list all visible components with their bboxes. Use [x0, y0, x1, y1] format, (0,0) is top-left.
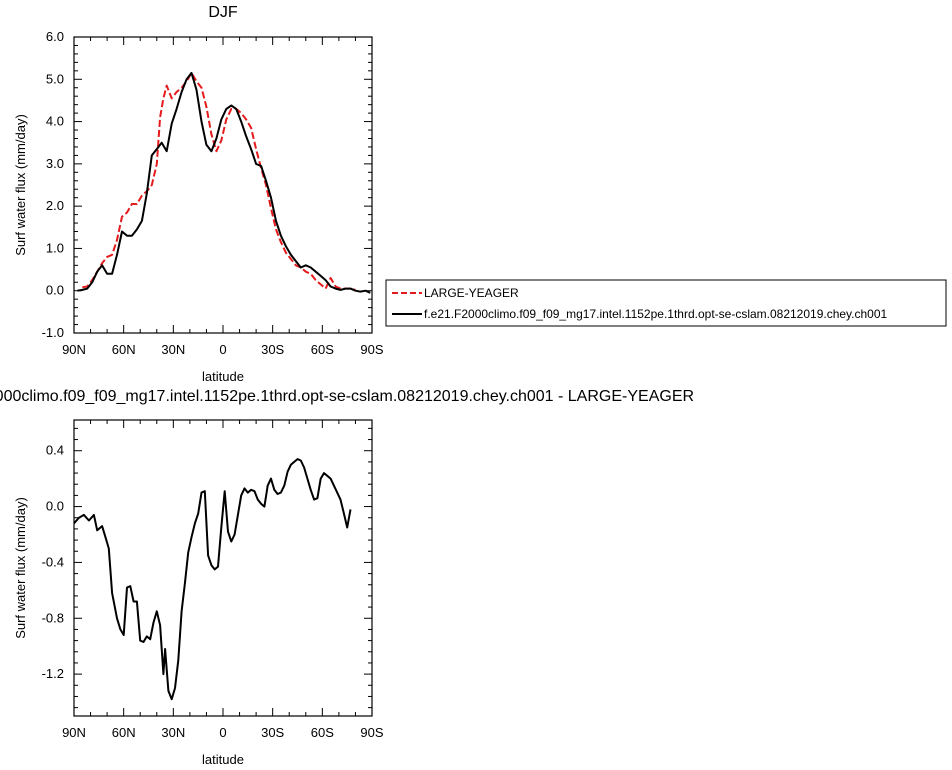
- x-tick-label: 30N: [161, 342, 185, 357]
- y-tick-label: 4.0: [46, 114, 64, 129]
- y-tick-label: 1.0: [46, 240, 64, 255]
- y-axis-label: Surf water flux (mm/day): [13, 114, 28, 256]
- legend-box: [385, 279, 947, 327]
- x-tick-label: 0: [219, 725, 226, 740]
- y-tick-label: 3.0: [46, 156, 64, 171]
- x-tick-label: 60S: [311, 725, 334, 740]
- x-tick-label: 90S: [360, 725, 383, 740]
- legend-label-1: f.e21.F2000climo.f09_f09_mg17.intel.1152…: [424, 307, 888, 321]
- x-tick-label: 90S: [360, 342, 383, 357]
- y-tick-label: 0.4: [46, 443, 64, 458]
- x-axis-label: latitude: [202, 752, 244, 767]
- x-tick-label: 30N: [161, 725, 185, 740]
- x-tick-label: 90N: [62, 725, 86, 740]
- y-tick-label: -0.8: [42, 610, 64, 625]
- y-tick-label: 2.0: [46, 198, 64, 213]
- plot-frame: [73, 36, 373, 334]
- series-line-0: [82, 71, 356, 291]
- y-tick-label: -0.4: [42, 554, 64, 569]
- panel-djf: DJF 90N 60N 30N 0 30S 60S 90S -1.0 0.0 1.0 2.0 3.0 4.…: [13, 4, 384, 384]
- series-line-1: [77, 71, 371, 294]
- x-tick-label: 30S: [261, 342, 284, 357]
- x-tick-label: 30S: [261, 725, 284, 740]
- x-axis-label: latitude: [202, 369, 244, 384]
- x-tick-label: 60N: [112, 725, 136, 740]
- chart-title: f.e21.F2000climo.f09_f09_mg17.intel.1152…: [0, 388, 694, 405]
- x-tick-label: 90N: [62, 342, 86, 357]
- x-tick-label: 60N: [112, 342, 136, 357]
- y-tick-label: 5.0: [46, 71, 64, 86]
- legend-label-0: LARGE-YEAGER: [424, 286, 519, 300]
- x-tick-label: 0: [219, 342, 226, 357]
- y-axis-label: Surf water flux (mm/day): [13, 497, 28, 639]
- panel-difference: f.e21.F2000climo.f09_f09_mg17.intel.1152…: [0, 388, 694, 767]
- y-tick-label: 0.0: [46, 283, 64, 298]
- y-tick-label: 6.0: [46, 29, 64, 44]
- legend: LARGE-YEAGER f.e21.F2000climo.f09_f09_mg1…: [385, 279, 947, 327]
- y-tick-label: 0.0: [46, 499, 64, 514]
- y-tick-label: -1.0: [42, 325, 64, 340]
- y-tick-label: -1.2: [42, 666, 64, 681]
- series-line-0: [73, 458, 352, 701]
- chart-title: DJF: [208, 4, 238, 21]
- x-tick-label: 60S: [311, 342, 334, 357]
- plot-frame: [73, 419, 373, 717]
